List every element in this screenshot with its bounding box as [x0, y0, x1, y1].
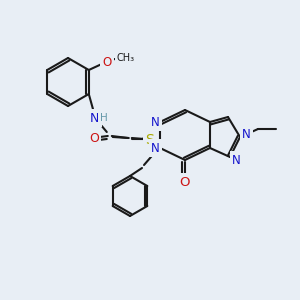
Text: N: N [151, 142, 159, 154]
Text: O: O [179, 176, 189, 188]
Text: O: O [89, 133, 99, 146]
Text: O: O [102, 56, 111, 68]
Text: N: N [232, 154, 240, 166]
Text: N: N [90, 112, 100, 124]
Text: CH₃: CH₃ [117, 53, 135, 63]
Text: S: S [146, 133, 154, 147]
Text: N: N [242, 128, 250, 140]
Text: H: H [100, 113, 108, 123]
Text: N: N [151, 116, 159, 128]
